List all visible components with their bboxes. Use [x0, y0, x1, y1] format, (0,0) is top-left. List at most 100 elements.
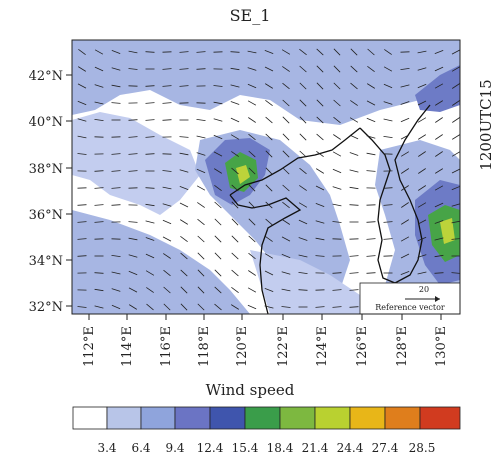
wind-vector: [179, 219, 189, 225]
wind-vector: [162, 203, 172, 207]
wind-vector: [417, 219, 427, 225]
wind-vector: [94, 101, 104, 105]
wind-vector: [333, 82, 341, 90]
colorbar-tick-label: 15.4: [232, 441, 259, 455]
wind-vector: [128, 254, 138, 258]
wind-vector: [163, 303, 171, 311]
wind-vector: [264, 288, 274, 292]
colorbar-tick-label: 28.5: [409, 441, 436, 455]
y-tick-label: 42°N: [29, 69, 63, 84]
wind-vector: [366, 100, 376, 106]
wind-vector: [367, 48, 375, 56]
wind-vector: [451, 185, 460, 191]
wind-vector: [281, 306, 291, 308]
wind-vector: [299, 133, 307, 141]
wind-vector: [231, 201, 239, 209]
wind-vector: [281, 253, 291, 259]
wind-vector: [451, 134, 460, 140]
wind-vector: [282, 167, 290, 175]
wind-vector: [333, 48, 341, 56]
wind-vector: [163, 253, 171, 259]
wind-vector: [180, 269, 188, 277]
wind-vector: [417, 202, 427, 208]
wind-vector: [214, 184, 222, 192]
wind-vector: [400, 134, 410, 140]
wind-vector: [111, 271, 121, 275]
wind-vector: [213, 101, 223, 105]
wind-vector: [162, 219, 172, 225]
wind-vector: [383, 83, 393, 89]
wind-vector: [451, 49, 460, 55]
wind-vector: [94, 84, 104, 88]
colorbar-tick-label: 9.4: [165, 441, 184, 455]
x-tick-label: 116°E: [159, 326, 174, 367]
colorbar-tick-label: 27.4: [372, 441, 399, 455]
wind-vector: [315, 220, 325, 224]
wind-vector: [282, 150, 290, 158]
wind-vector: [247, 287, 257, 293]
wind-vector: [417, 83, 427, 89]
wind-vector: [77, 83, 87, 89]
wind-vector: [214, 235, 222, 243]
wind-region-north: [72, 40, 460, 125]
wind-vector: [196, 185, 206, 191]
wind-vector: [94, 49, 104, 55]
y-tick-label: 38°N: [29, 162, 63, 177]
wind-vector: [315, 237, 325, 241]
wind-vector: [94, 305, 104, 309]
wind-vector: [111, 288, 121, 292]
wind-vector: [315, 255, 325, 257]
wind-vector: [231, 151, 239, 157]
wind-vector: [417, 100, 427, 106]
x-axis: 112°E 114°E 116°E 118°E 120°E 122°E 124°…: [82, 314, 449, 367]
wind-vector: [451, 168, 460, 174]
wind-vector: [264, 50, 274, 54]
wind-region-northeast: [415, 65, 460, 112]
wind-vector: [163, 286, 171, 294]
wind-vector: [298, 272, 308, 274]
reference-vector-box: 20 Reference vector: [359, 282, 460, 314]
wind-vector: [145, 153, 155, 155]
wind-vector: [349, 152, 359, 156]
wind-vector: [162, 236, 172, 242]
y-axis: 42°N 40°N 38°N 36°N 34°N 32°N: [29, 69, 72, 315]
wind-vector: [214, 252, 222, 260]
wind-vector: [417, 271, 427, 275]
wind-vector: [77, 204, 87, 206]
wind-vector: [366, 272, 376, 274]
wind-vector: [197, 252, 205, 260]
wind-vector: [298, 254, 308, 258]
wind-vector: [383, 238, 393, 240]
wind-vector: [367, 65, 375, 73]
wind-vector: [265, 218, 273, 226]
wind-vector: [230, 51, 240, 53]
wind-vector: [265, 236, 273, 242]
wind-vector: [77, 66, 87, 72]
wind-vector: [128, 153, 138, 155]
y-tick-label: 34°N: [29, 254, 63, 269]
wind-vector: [247, 67, 257, 71]
wind-vector: [77, 306, 87, 308]
wind-peak-southeast: [440, 218, 455, 244]
colorbar-swatch: [72, 406, 108, 430]
wind-vector: [434, 237, 444, 241]
wind-vector: [128, 68, 138, 70]
wind-vector: [265, 150, 273, 158]
reference-vector-value: 20: [419, 285, 429, 294]
wind-vector: [298, 237, 308, 241]
wind-vector: [94, 119, 104, 121]
wind-vector: [180, 252, 188, 260]
wind-vector: [77, 221, 87, 223]
wind-vector: [316, 150, 324, 158]
wind-vector: [248, 184, 256, 192]
wind-vector: [214, 218, 222, 226]
wind-vector: [349, 289, 359, 291]
wind-vector: [197, 286, 205, 294]
wind-vector: [179, 152, 189, 156]
wind-vector: [265, 184, 273, 192]
wind-region-southwest: [72, 210, 250, 314]
x-tick-label: 128°E: [395, 326, 410, 367]
wind-vector: [128, 136, 138, 138]
wind-vector: [128, 287, 138, 293]
